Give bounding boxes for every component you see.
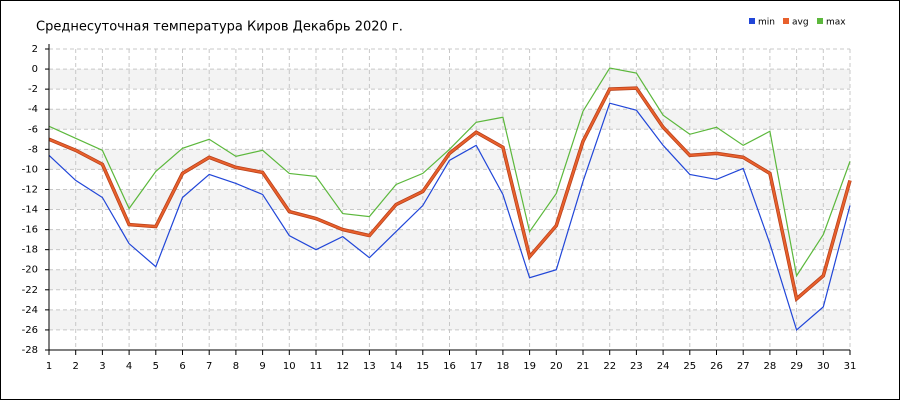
x-tick-label: 19: [523, 361, 536, 372]
x-tick-label: 5: [153, 361, 159, 372]
y-tick-label: -14: [22, 205, 38, 216]
y-tick-label: 2: [32, 44, 38, 55]
y-tick-label: -2: [28, 84, 38, 95]
x-tick-label: 31: [844, 361, 857, 372]
chart-title: Среднесуточная температура Киров Декабрь…: [36, 20, 403, 35]
y-tick-label: 0: [32, 64, 38, 75]
x-tick-label: 25: [683, 361, 696, 372]
series-line: [48, 102, 851, 331]
x-tick-label: 15: [416, 361, 429, 372]
x-tick-label: 20: [550, 361, 563, 372]
x-tick-label: 4: [126, 361, 132, 372]
y-tick-label: -16: [22, 225, 38, 236]
y-tick-label: -20: [22, 265, 38, 276]
x-tick-label: 29: [790, 361, 803, 372]
y-tick-label: -4: [28, 104, 38, 115]
series-line: [48, 67, 851, 278]
x-tick-label: 12: [336, 361, 349, 372]
x-tick-label: 9: [259, 361, 265, 372]
y-tick-label: -10: [22, 164, 38, 175]
x-tick-label: 14: [390, 361, 403, 372]
x-tick-label: 28: [764, 361, 777, 372]
series-line: [48, 87, 851, 301]
legend-swatch: [783, 18, 789, 24]
x-tick-label: 1: [46, 361, 52, 372]
legend-swatch: [817, 18, 823, 24]
x-tick-label: 7: [206, 361, 212, 372]
x-tick-label: 24: [657, 361, 670, 372]
x-tick-label: 17: [470, 361, 483, 372]
x-tick-label: 10: [283, 361, 296, 372]
y-tick-label: -28: [22, 345, 38, 356]
x-tick-label: 27: [737, 361, 750, 372]
x-tick-label: 8: [233, 361, 239, 372]
x-tick-label: 16: [443, 361, 456, 372]
y-tick-label: -8: [28, 144, 38, 155]
y-tick-label: -6: [28, 124, 38, 135]
x-tick-label: 30: [817, 361, 830, 372]
x-tick-label: 18: [497, 361, 510, 372]
y-tick-label: -22: [22, 285, 38, 296]
legend-swatch: [749, 18, 755, 24]
x-tick-label: 3: [99, 361, 105, 372]
y-tick-label: -24: [22, 305, 38, 316]
x-tick-label: 21: [577, 361, 590, 372]
legend-label: min: [758, 18, 775, 28]
y-tick-label: -12: [22, 184, 38, 195]
plot-band: [49, 149, 850, 170]
x-tick-label: 13: [363, 361, 376, 372]
x-tick-label: 23: [630, 361, 643, 372]
x-tick-label: 2: [73, 361, 79, 372]
y-tick-label: -18: [22, 245, 38, 256]
plot-band: [49, 309, 850, 330]
legend-label: max: [826, 18, 846, 28]
x-tick-label: 22: [603, 361, 616, 372]
y-tick-label: -26: [22, 325, 38, 336]
x-tick-label: 26: [710, 361, 723, 372]
x-tick-label: 11: [310, 361, 323, 372]
plot-band: [49, 269, 850, 290]
legend-label: avg: [792, 18, 809, 28]
x-tick-label: 6: [179, 361, 185, 372]
